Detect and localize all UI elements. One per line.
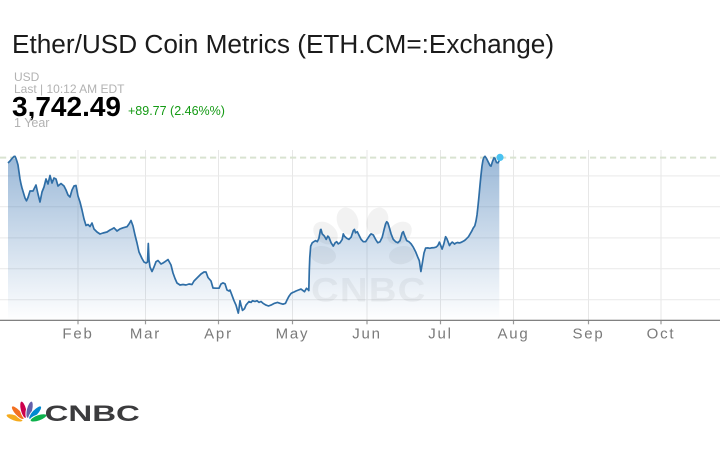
svg-text:Aug: Aug — [497, 325, 529, 342]
svg-text:Mar: Mar — [130, 325, 161, 342]
svg-text:Apr: Apr — [204, 325, 233, 342]
svg-text:Jul: Jul — [428, 325, 453, 342]
svg-text:Sep: Sep — [572, 325, 604, 342]
svg-text:Feb: Feb — [62, 325, 93, 342]
svg-text:CNBC: CNBC — [45, 402, 140, 426]
svg-text:May: May — [276, 325, 310, 342]
svg-text:Oct: Oct — [647, 325, 676, 342]
svg-text:Jun: Jun — [352, 325, 382, 342]
